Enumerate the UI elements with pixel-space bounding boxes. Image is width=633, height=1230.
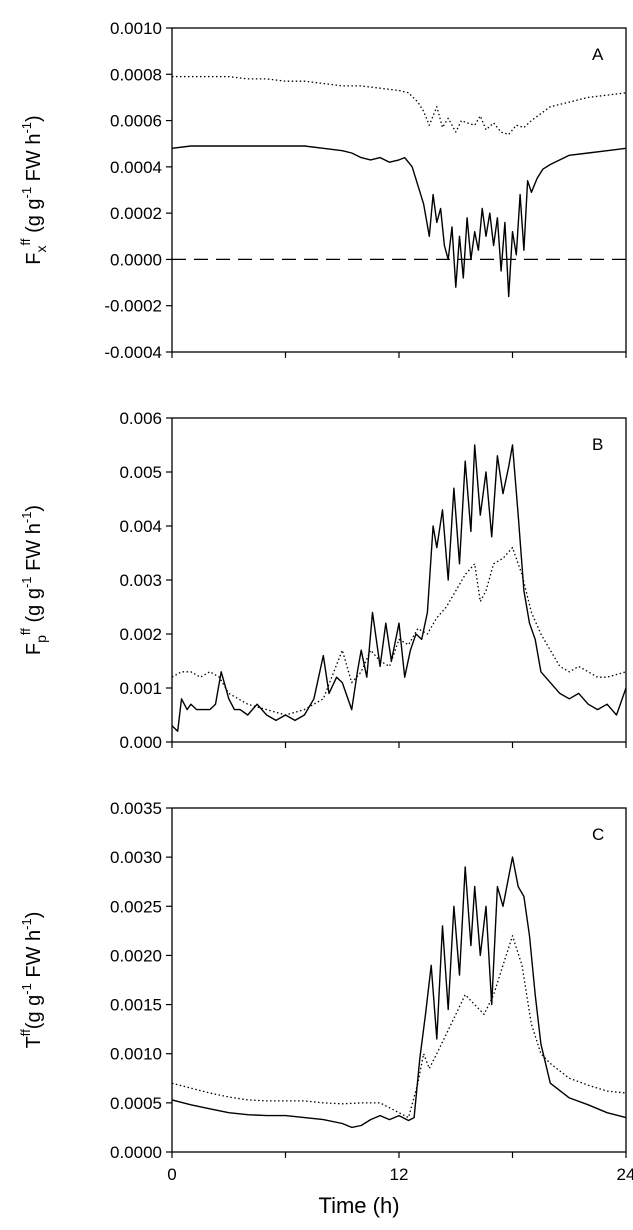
y-tick-label: 0.0004 [110, 158, 162, 177]
y-axis-label: Fxff (g g-1 FW h-1) [18, 115, 49, 264]
y-tick-label: 0.0010 [110, 1045, 162, 1064]
panel-letter: B [592, 435, 603, 454]
series-line-solid [171, 145, 627, 298]
plot-frame [171, 417, 627, 743]
series-line-dotted [172, 75, 627, 136]
y-tick-label: 0.0030 [110, 848, 162, 867]
panel-letter: A [592, 45, 604, 64]
y-tick-label: 0.0005 [110, 1094, 162, 1113]
y-tick-label: 0.0020 [110, 946, 162, 965]
series-line-dotted [171, 935, 627, 1119]
y-tick-label: 0.001 [119, 679, 162, 698]
x-tick-label: 24 [617, 1165, 633, 1184]
panel-c: 0.0035 0.0030 0.0025 0.0020 0.0015 0.0010 0.00… [18, 799, 633, 1218]
plot-frame [171, 27, 627, 353]
series-line-solid [171, 856, 627, 1129]
x-axis-label: Time (h) [318, 1193, 399, 1218]
series-line-dotted [171, 546, 627, 716]
panel-a: 0.0010 0.0008 0.0006 0.0004 0.0002 0.0000 -0.0… [18, 19, 627, 362]
y-tick-label: 0.003 [119, 571, 162, 590]
y-tick-label: 0.0035 [110, 799, 162, 818]
panel-b: 0.006 0.005 0.004 0.003 0.002 0.001 0.000 B Fpff… [18, 409, 627, 752]
y-tick-label: 0.0008 [110, 65, 162, 84]
y-tick-label: -0.0004 [104, 343, 162, 362]
y-tick-label: 0.006 [119, 409, 162, 428]
y-axis-label: Tff(g g-1 FW h-1) [18, 912, 45, 1049]
y-tick-label: 0.0000 [110, 250, 162, 269]
panel-letter: C [592, 825, 604, 844]
x-tick-label: 0 [167, 1165, 176, 1184]
y-tick-label: 0.005 [119, 463, 162, 482]
y-tick-label: -0.0002 [104, 297, 162, 316]
series-line-solid [171, 444, 627, 732]
y-tick-label: 0.0025 [110, 897, 162, 916]
y-tick-label: 0.0015 [110, 996, 162, 1015]
x-tick-label: 12 [390, 1165, 409, 1184]
y-tick-label: 0.0010 [110, 19, 162, 38]
y-tick-label: 0.0002 [110, 204, 162, 223]
y-axis-label: Fpff (g g-1 FW h-1) [18, 505, 49, 655]
plot-frame [171, 807, 627, 1153]
y-tick-label: 0.0006 [110, 112, 162, 131]
y-tick-label: 0.004 [119, 517, 162, 536]
y-tick-label: 0.0000 [110, 1143, 162, 1162]
y-tick-label: 0.000 [119, 733, 162, 752]
y-tick-label: 0.002 [119, 625, 162, 644]
